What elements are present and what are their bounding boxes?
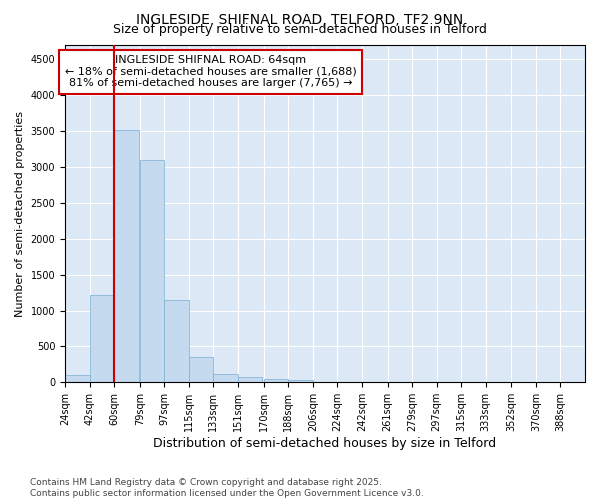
- Bar: [264, 379, 288, 382]
- Y-axis label: Number of semi-detached properties: Number of semi-detached properties: [15, 110, 25, 316]
- Bar: [288, 380, 313, 382]
- Bar: [65, 375, 89, 382]
- Bar: [114, 130, 139, 382]
- Text: Size of property relative to semi-detached houses in Telford: Size of property relative to semi-detach…: [113, 22, 487, 36]
- Bar: [164, 300, 189, 382]
- Bar: [238, 377, 262, 382]
- Bar: [189, 357, 214, 382]
- X-axis label: Distribution of semi-detached houses by size in Telford: Distribution of semi-detached houses by …: [154, 437, 497, 450]
- Text: INGLESIDE SHIFNAL ROAD: 64sqm
← 18% of semi-detached houses are smaller (1,688)
: INGLESIDE SHIFNAL ROAD: 64sqm ← 18% of s…: [65, 55, 356, 88]
- Text: Contains HM Land Registry data © Crown copyright and database right 2025.
Contai: Contains HM Land Registry data © Crown c…: [30, 478, 424, 498]
- Text: INGLESIDE, SHIFNAL ROAD, TELFORD, TF2 9NN: INGLESIDE, SHIFNAL ROAD, TELFORD, TF2 9N…: [136, 12, 464, 26]
- Bar: [140, 160, 164, 382]
- Bar: [89, 295, 114, 382]
- Bar: [214, 374, 238, 382]
